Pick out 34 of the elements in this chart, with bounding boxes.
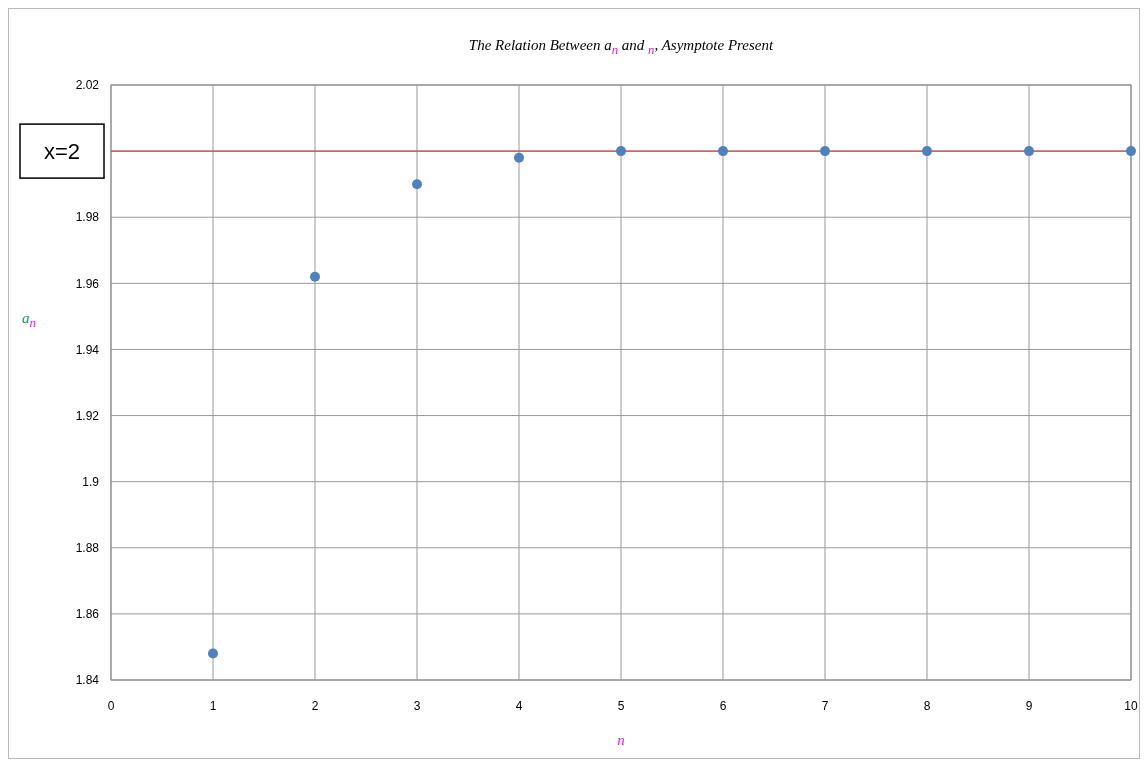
point [718,146,728,157]
y-tick-label: 1.9 [82,474,100,489]
ref-line-label: x=2 [43,138,81,164]
point [616,146,626,157]
x-tick-label: 5 [617,699,625,713]
point [310,271,320,282]
y-tick-label: 1.94 [75,342,100,357]
chart-title: The Relation Between a$_{n}$ and $_{n}$, Asymptote Present [468,37,775,57]
x-tick-label: 4 [515,699,523,713]
y-tick-label: 1.96 [75,276,100,291]
point [1126,146,1136,157]
point [514,152,524,163]
x-tick-label: 10 [1124,699,1138,713]
x-tick-label: 0 [107,699,115,713]
y-tick-label: 1.86 [75,607,100,622]
x-tick-label: 9 [1025,699,1033,713]
x-tick-label: 3 [413,699,421,713]
point [922,146,932,157]
point [412,179,422,190]
y-tick-label: 2.02 [75,78,100,93]
point [1024,146,1034,157]
y-tick-label: 1.84 [75,673,100,688]
y-tick-label: 1.98 [75,210,100,225]
y-tick-label: 1.92 [75,408,100,423]
x-tick-label: 1 [209,699,217,713]
x-tick-label: 2 [311,699,319,713]
y-axis-title: a$_{n}$ [22,309,36,330]
x-tick-label: 7 [821,699,829,713]
x-axis-title: n [617,732,625,748]
x-tick-label: 8 [923,699,931,713]
point [208,648,218,659]
y-tick-label: 1.88 [75,540,100,555]
point [820,146,830,157]
x-tick-label: 6 [719,699,727,713]
